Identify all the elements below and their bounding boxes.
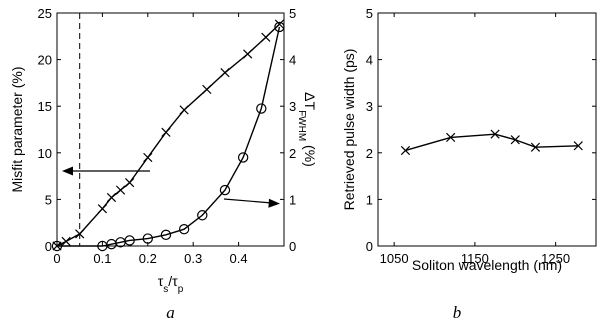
y-tick-label-b: 0 [366,239,373,254]
data-point-left [220,68,230,78]
y-tick-label-b: 3 [366,99,373,114]
y-axis-label-left-a: Misfit parameter (%) [9,66,25,192]
data-point-right [178,224,190,235]
plot-frame-a [56,12,285,247]
y-axis-label-right-a: ΔTFWHM (%) [297,92,319,167]
data-point-right [124,235,135,246]
data-point-b [400,145,411,156]
plot-frame-b [377,12,597,247]
data-point-left [125,177,135,188]
x-tick-label-a: 0.1 [93,251,111,266]
data-point-left [61,236,71,246]
data-point-b [530,142,541,152]
data-point-b [446,132,456,143]
data-point-left [75,229,85,239]
y-tick-label-left-a: 15 [38,99,52,114]
y-tick-label-right-a: 3 [289,99,296,114]
x-tick-label-b: 1050 [380,251,409,266]
x-tick-label-b: 1150 [461,251,489,266]
series-line-b [405,133,579,152]
y-tick-label-b: 5 [366,6,373,21]
data-point-right [237,152,249,163]
data-point-left [161,127,171,137]
x-axis-label-a: τs/τp [158,273,184,295]
data-point-right [197,210,208,221]
x-tick-label-a: 0.3 [184,251,202,266]
data-point-left [261,32,271,42]
x-tick-label-a: 0 [53,251,60,266]
data-point-left [243,49,253,59]
data-point-right [256,103,267,114]
x-tick-label-a: 0.4 [230,251,248,266]
panel-label-b: b [453,303,462,322]
y-tick-label-right-a: 0 [289,239,296,254]
data-point-left [97,204,108,214]
panel-b: 1050 1150 1250 0 1 2 3 4 5 Retrieved pulse width … [341,6,597,322]
y-tick-label-right-a: 5 [289,6,296,21]
y-tick-label-b: 4 [366,53,373,68]
y-tick-label-left-a: 5 [45,192,52,207]
data-point-left [179,105,189,115]
data-point-right [142,233,153,244]
x-axis-label-b: Soliton wavelength (nm) [412,257,562,273]
x-tick-label-a: 0.2 [139,251,157,266]
panel-label-a: a [166,303,175,322]
arrowhead-right [268,198,280,208]
data-point-b [510,135,520,145]
y-tick-label-right-a: 1 [289,192,296,207]
y-tick-label-right-a: 2 [289,146,296,161]
y-tick-label-left-a: 0 [45,239,52,254]
y-tick-label-b: 2 [366,146,373,161]
data-point-right [51,240,63,252]
arrow-right-axis [223,198,273,204]
data-point-right [274,21,285,33]
data-point-left [274,19,285,29]
y-tick-label-left-a: 20 [38,53,52,68]
data-point-right [160,229,172,241]
data-point-left [202,84,212,95]
arrowhead-left [62,166,73,176]
data-point-b [490,129,500,139]
arrows-a [62,166,280,208]
y-axis-label-b: Retrieved pulse width (ps) [341,49,357,211]
data-point-left [115,185,126,195]
x-tick-label-b: 1250 [541,251,570,266]
y-tick-label-right-a: 4 [289,53,296,68]
data-point-b [573,141,583,151]
data-point-left [106,192,117,203]
y-tick-label-left-a: 10 [38,146,52,161]
data-point-right [219,184,231,196]
y-tick-label-left-a: 25 [38,6,52,21]
series-line-right [57,26,281,247]
y-tick-label-b: 1 [366,192,373,207]
panel-a: 0 0.1 0.2 0.3 0.4 0 5 10 15 20 25 0 1 2 3 4 5 Misfit para… [9,6,318,322]
data-point-left [143,152,153,163]
